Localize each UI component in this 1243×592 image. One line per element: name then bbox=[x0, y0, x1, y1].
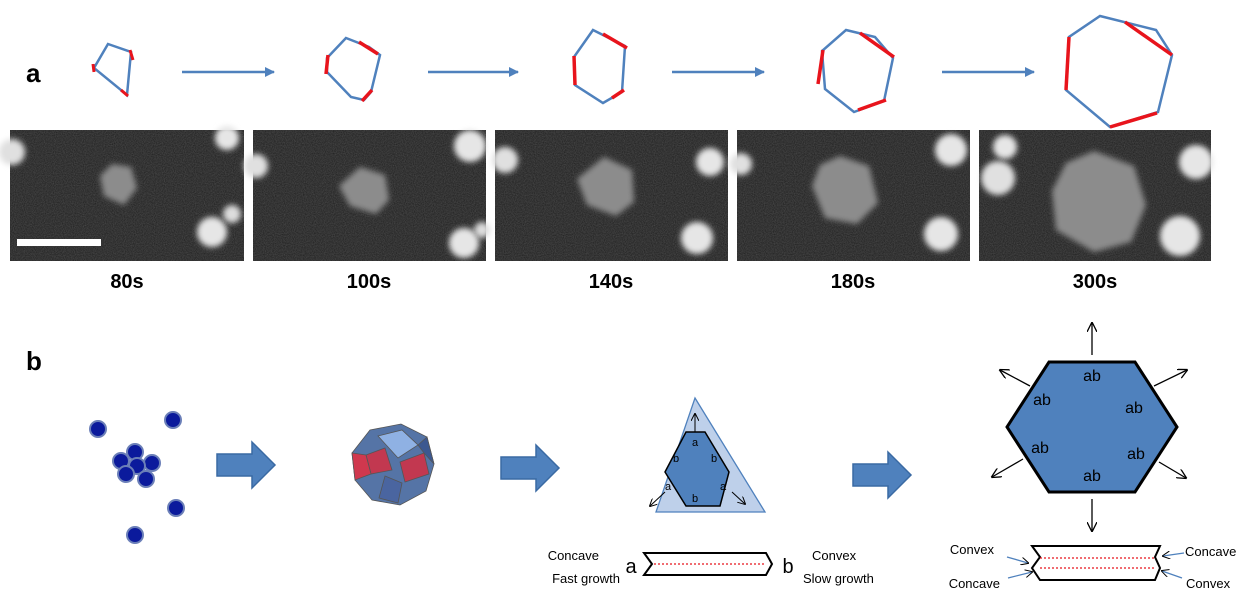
tem-frame-100s bbox=[244, 130, 490, 261]
hex-facet-label-lower-left: ab bbox=[1031, 440, 1049, 457]
process-arrow-3 bbox=[852, 450, 913, 500]
tem-frame-300s bbox=[979, 130, 1213, 261]
hex-facet-label-lower-right: ab bbox=[1127, 446, 1145, 463]
time-label-80s: 80s bbox=[110, 271, 143, 293]
left-plate-fast-growth-label: Fast growth bbox=[552, 571, 620, 586]
time-label-140s: 140s bbox=[589, 271, 634, 293]
left-plate-end-a: a bbox=[625, 556, 637, 578]
nanoparticle-cluster bbox=[89, 411, 185, 544]
tri-edge-label-left-a: a bbox=[665, 481, 672, 493]
tri-edge-label-left-b: b bbox=[673, 453, 679, 465]
left-plate-end-b: b bbox=[782, 556, 793, 578]
time-label-300s: 300s bbox=[1073, 271, 1118, 293]
growth-schematic-5 bbox=[1064, 14, 1174, 129]
tri-edge-label-right-a: a bbox=[720, 481, 727, 493]
time-label-100s: 100s bbox=[347, 271, 392, 293]
panel-b-label: b bbox=[26, 346, 42, 376]
tri-edge-label-right-b: b bbox=[711, 453, 717, 465]
tri-edge-label-bottom-b: b bbox=[692, 493, 698, 505]
right-plate-concave-bottom-left-label: Concave bbox=[949, 576, 1000, 591]
hex-facet-label-bottom: ab bbox=[1083, 468, 1101, 485]
hex-facet-label-upper-right: ab bbox=[1125, 400, 1143, 417]
growth-schematic-4 bbox=[816, 28, 896, 114]
right-plate-concave-top-right-label: Concave bbox=[1185, 544, 1236, 559]
left-plate-concave-label: Concave bbox=[548, 548, 599, 563]
left-plate-slow-growth-label: Slow growth bbox=[803, 571, 874, 586]
right-plate-convex-bottom-right-label: Convex bbox=[1186, 576, 1231, 591]
process-arrow-2 bbox=[500, 443, 561, 493]
left-plate-side-view bbox=[642, 552, 774, 576]
panel-a-label: a bbox=[26, 58, 41, 88]
triangular-plate: a b b a a b bbox=[650, 396, 767, 513]
growth-schematic-3 bbox=[572, 28, 628, 105]
hexagonal-plate: ab ab ab ab ab ab bbox=[992, 323, 1187, 531]
tem-frame-80s bbox=[0, 126, 244, 261]
time-label-180s: 180s bbox=[831, 271, 876, 293]
process-arrow-1 bbox=[216, 440, 277, 490]
hex-facet-label-upper-left: ab bbox=[1033, 392, 1051, 409]
polyhedral-seed bbox=[351, 423, 435, 506]
tri-edge-label-top-a: a bbox=[692, 437, 699, 449]
growth-schematic-1 bbox=[91, 42, 135, 98]
right-plate-side-view bbox=[1006, 545, 1185, 581]
left-plate-convex-label: Convex bbox=[812, 548, 857, 563]
growth-schematic-2 bbox=[324, 36, 382, 103]
tem-frame-140s bbox=[492, 130, 728, 261]
hex-facet-label-top: ab bbox=[1083, 368, 1101, 385]
right-plate-convex-top-left-label: Convex bbox=[950, 542, 995, 557]
tem-frame-180s bbox=[730, 130, 970, 261]
